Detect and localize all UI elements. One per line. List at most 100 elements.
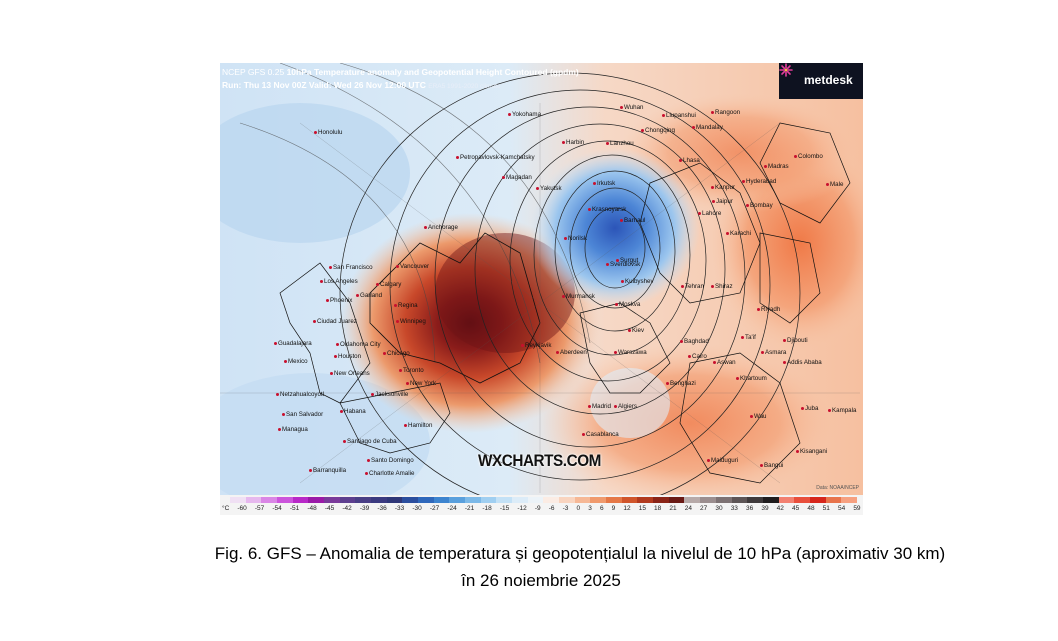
colorbar-swatch [480,497,497,503]
city-label: Toronto [399,367,424,374]
colorbar-tick: 12 [623,505,631,512]
colorbar-swatch [841,497,857,503]
city-label: Regina [394,302,418,309]
colorbar-swatch [559,497,575,503]
colorbar-tick: 18 [654,505,662,512]
colorbar-swatch [512,497,528,503]
colorbar-tick: -21 [464,505,475,512]
city-label: Lahore [697,210,722,217]
colorbar-tick: -54 [272,505,282,512]
map-header: NCEP GFS 0.25 10hPa Temperature anomaly … [220,63,780,99]
city-label: Surgut [615,257,639,264]
colorbar-swatch [292,497,309,503]
colorbar-ticks: °C -60 -57 -54 -51 -48 -45 -42 -39 -36 -33 -30 -27 -2… [222,505,861,512]
colorbar-swatch [386,497,403,503]
colorbar-swatch [621,497,638,503]
city-label: Mandalay [692,124,723,131]
colorbar-swatch [230,497,246,503]
city-label: Phoenix [325,297,353,304]
city-label: Juba [800,405,819,412]
city-label: Kuibyshev [621,278,654,285]
city-label: Kampala [827,407,857,414]
colorbar-tick: 59 [853,505,861,512]
colorbar-swatch [747,497,763,503]
city-label: Wau [750,413,767,420]
city-label: Chicago [383,350,410,357]
colorbar-swatch [715,497,732,503]
city-label: Mexico [284,358,308,365]
city-label: Khartoum [736,375,767,382]
colorbar-swatch [762,497,779,503]
city-label: Madras [764,163,789,170]
colorbar-tick: -18 [482,505,492,512]
city-label: Lhasa [679,157,700,164]
city-label: Calgary [375,281,402,288]
colorbar-swatch [794,497,810,503]
city-label: Benghazi [666,380,696,387]
colorbar-tick: -39 [359,505,370,512]
city-label: Bombay [746,202,773,209]
colorbar-swatch [809,497,826,503]
city-label: Algiers [614,403,637,410]
city-label: Warszawa [614,349,647,356]
city-label: Winnipeg [396,318,426,325]
city-label: Hyderabad [741,178,777,185]
city-label: Kanpur [711,184,735,191]
city-label: Barranquilla [308,467,347,474]
city-label: Male [825,181,844,188]
colorbar-tick: -30 [412,505,422,512]
colorbar-strip [230,497,857,503]
colorbar-swatch [402,497,419,503]
metdesk-logo: metdesk [779,63,863,99]
city-label: Santiago de Cuba [343,438,397,445]
colorbar-tick: -12 [517,505,527,512]
city-label: Charlotte Amalie [364,470,415,477]
city-label: Ta'if [741,334,756,341]
colorbar-tick: -27 [429,505,440,512]
colorbar-tick: 9 [611,505,616,512]
city-label: Maiduguri [706,457,739,464]
city-label: Los Angeles [320,278,358,285]
city-label: Sverdlovsk [605,261,641,268]
city-label: Djibouti [783,337,808,344]
colorbar-tick: -51 [289,505,300,512]
colorbar-swatch [261,497,278,503]
colorbar-swatch [449,497,466,503]
city-label: Barnaul [619,217,646,224]
colorbar-tick: -6 [548,505,555,512]
city-label: New Orleans [330,370,370,377]
city-label: Irkutsk [592,180,616,187]
colorbar-swatch [574,497,591,503]
colorbar-tick: 15 [638,505,646,512]
colorbar: °C -60 -57 -54 -51 -48 -45 -42 -39 -36 -33 -30 -27 -2… [220,495,863,515]
colorbar-tick: 6 [599,505,604,512]
city-label: Chongqing [641,127,675,134]
colorbar-tick: -24 [447,505,457,512]
colorbar-swatch [700,497,716,503]
colorbar-tick: 21 [669,505,677,512]
city-label: Netzahualcoyotl [275,391,325,398]
city-label: Garland [355,292,383,299]
colorbar-swatch [684,497,701,503]
colorbar-swatch [527,497,544,503]
city-label: Cairo [688,353,707,360]
city-label: Harbin [561,139,585,146]
colorbar-tick: 3 [588,505,592,512]
colorbar-tick: 48 [807,505,815,512]
climate-text: ERA5 1991-2020 climate [428,83,501,90]
colorbar-tick: -48 [307,505,317,512]
city-label: Kisangani [795,448,828,455]
city-label: Karachi [726,230,751,237]
city-label: New York [405,380,437,387]
metdesk-logo-text: metdesk [804,73,853,87]
city-label: Managua [278,426,308,433]
colorbar-tick: -42 [342,505,352,512]
colorbar-swatch [496,497,513,503]
city-label: Anchorage [424,224,458,231]
colorbar-swatch [245,497,262,503]
city-label: Shiraz [711,283,733,290]
colorbar-swatch [465,497,481,503]
model-name: NCEP GFS 0.25 [222,67,285,77]
city-label: Aberdeen [556,349,587,356]
city-label: Yokohama [507,111,542,118]
